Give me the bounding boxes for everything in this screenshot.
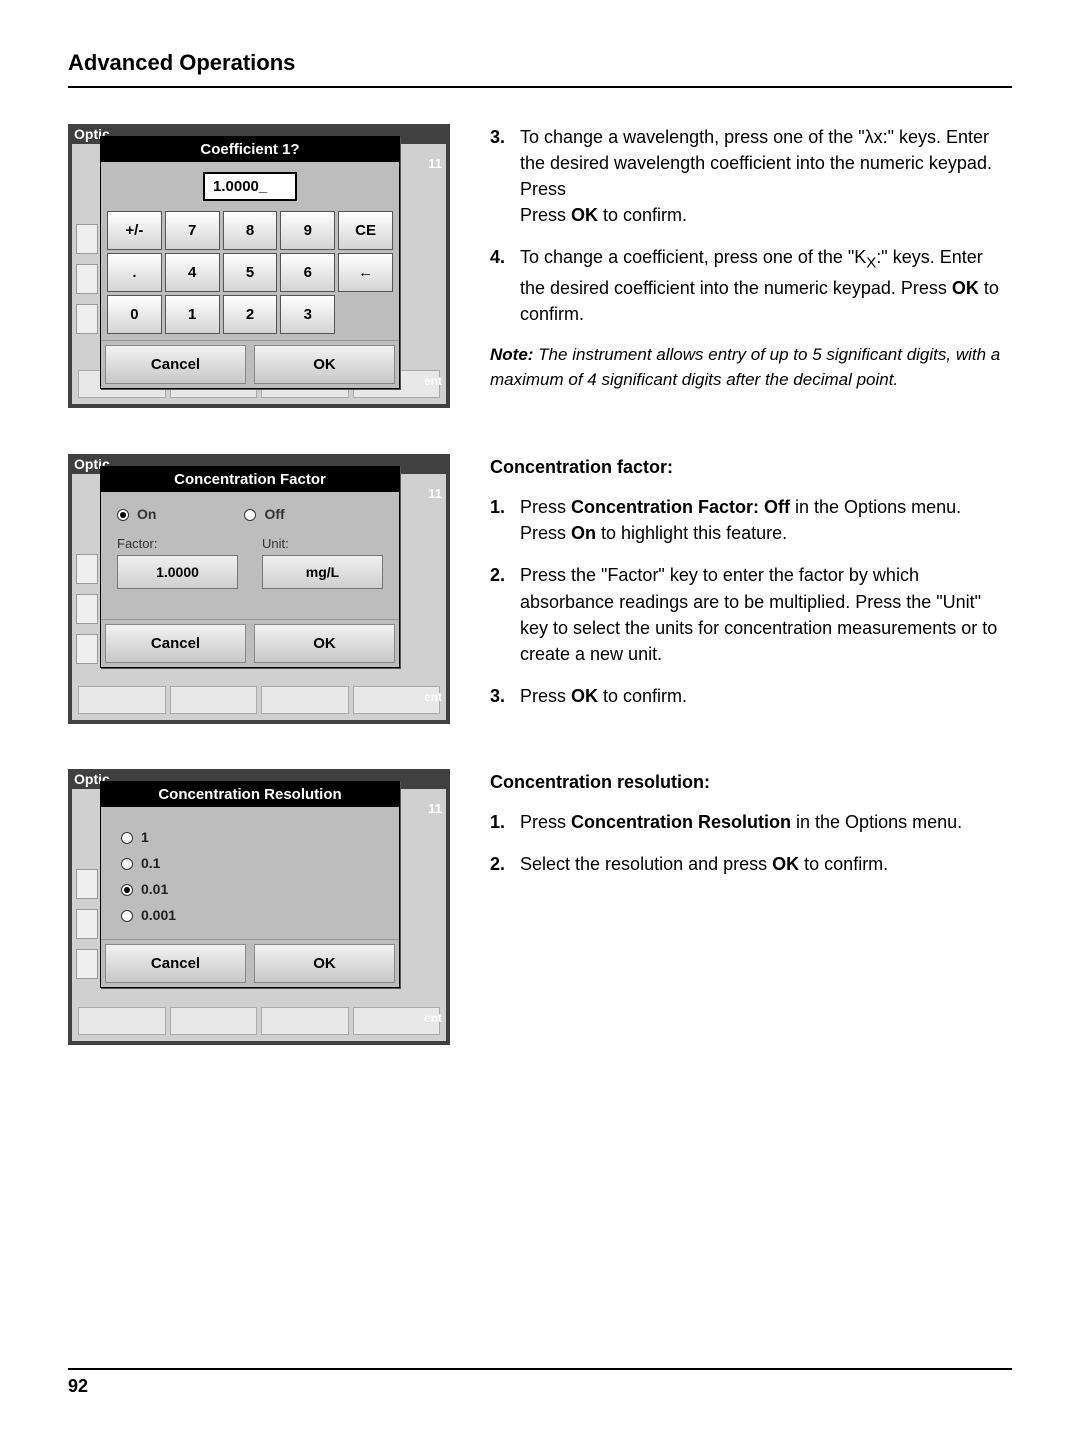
page-number: 92 [68,1376,88,1396]
list-text: Press Concentration Factor: Off in the O… [520,494,1012,546]
key-empty [338,295,393,334]
popup-title: Concentration Resolution [101,782,399,807]
side-label-1: 11 [428,156,442,171]
bg-label-ent: ent [424,374,442,388]
key-1[interactable]: 1 [165,295,220,334]
side-label-1: 11 [428,486,442,501]
bg-left-buttons [76,224,98,344]
bg-bottom-bar [76,684,442,716]
cf-radio-row: On Off [117,506,383,522]
note: Note: The instrument allows entry of up … [490,343,1012,392]
list-text: To change a coefficient, press one of th… [520,244,1012,327]
popup-bottom: Cancel OK [101,340,399,388]
key-0[interactable]: 0 [107,295,162,334]
page-title: Advanced Operations [68,50,295,75]
concentration-factor-popup: Concentration Factor On Off Factor: 1.00… [100,466,400,668]
bg-left-buttons [76,554,98,674]
unit-value[interactable]: mg/L [262,555,383,589]
device-shot-coefficient: Optic 11 ent Coefficient 1? 1.0000_ +/- … [68,124,450,408]
factor-label: Factor: [117,536,238,551]
key-4[interactable]: 4 [165,253,220,292]
resolution-list: 1 0.1 0.01 0.001 [101,807,399,939]
subheading: Concentration resolution: [490,769,1012,795]
popup-bottom: Cancel OK [101,939,399,987]
cf-unit-col: Unit: mg/L [262,536,383,589]
factor-value[interactable]: 1.0000 [117,555,238,589]
res-opt-001[interactable]: 0.01 [121,881,379,897]
cf-factor-col: Factor: 1.0000 [117,536,238,589]
subheading: Concentration factor: [490,454,1012,480]
key-back[interactable]: ← [338,253,393,292]
bg-label-ent: ent [424,1011,442,1025]
text-col-3: Concentration resolution: 1. Press Conce… [490,769,1012,893]
cancel-button[interactable]: Cancel [105,624,246,663]
key-3[interactable]: 3 [280,295,335,334]
cancel-button[interactable]: Cancel [105,345,246,384]
list-text: To change a wavelength, press one of the… [520,124,1012,228]
list-num: 3. [490,683,520,709]
section-concentration-factor: Optic 11 ent Concentration Factor On Off… [68,454,1012,725]
popup-bottom: Cancel OK [101,619,399,667]
res-opt-0001[interactable]: 0.001 [121,907,379,923]
key-9[interactable]: 9 [280,211,335,250]
page-header: Advanced Operations [68,50,1012,88]
popup-title: Coefficient 1? [101,137,399,162]
cancel-button[interactable]: Cancel [105,944,246,983]
keypad: +/- 7 8 9 CE . 4 5 6 ← 0 1 2 3 [101,207,399,340]
page-footer: 92 [68,1368,1012,1397]
list-num: 2. [490,562,520,666]
list-text: Select the resolution and press OK to co… [520,851,888,877]
cf-body: On Off Factor: 1.0000 Unit: mg/L [101,492,399,597]
list-num: 4. [490,244,520,327]
key-5[interactable]: 5 [223,253,278,292]
key-7[interactable]: 7 [165,211,220,250]
popup-title: Concentration Factor [101,467,399,492]
list-num: 3. [490,124,520,228]
list-text: Press OK to confirm. [520,683,687,709]
radio-on[interactable]: On [117,506,156,522]
key-plusminus[interactable]: +/- [107,211,162,250]
bg-left-buttons [76,869,98,989]
coeff-input[interactable]: 1.0000_ [203,172,297,201]
key-8[interactable]: 8 [223,211,278,250]
key-6[interactable]: 6 [280,253,335,292]
ok-button[interactable]: OK [254,944,395,983]
list-num: 1. [490,494,520,546]
device-shot-factor: Optic 11 ent Concentration Factor On Off… [68,454,450,724]
coefficient-popup: Coefficient 1? 1.0000_ +/- 7 8 9 CE . 4 … [100,136,400,389]
list-num: 1. [490,809,520,835]
key-ce[interactable]: CE [338,211,393,250]
bg-bottom-bar [76,1005,442,1037]
side-label-1: 11 [428,801,442,816]
coeff-input-row: 1.0000_ [101,162,399,207]
list-text: Press the "Factor" key to enter the fact… [520,562,1012,666]
resolution-popup: Concentration Resolution 1 0.1 0.01 0.00… [100,781,400,988]
key-2[interactable]: 2 [223,295,278,334]
unit-label: Unit: [262,536,383,551]
bg-label-ent: ent [424,690,442,704]
list-num: 2. [490,851,520,877]
res-opt-1[interactable]: 1 [121,829,379,845]
list-text: Press Concentration Resolution in the Op… [520,809,962,835]
section-coefficient: Optic 11 ent Coefficient 1? 1.0000_ +/- … [68,124,1012,410]
device-shot-resolution: Optic 11 ent Concentration Resolution 1 … [68,769,450,1045]
section-concentration-resolution: Optic 11 ent Concentration Resolution 1 … [68,769,1012,1045]
ok-button[interactable]: OK [254,624,395,663]
cf-cols: Factor: 1.0000 Unit: mg/L [117,536,383,589]
radio-off[interactable]: Off [244,506,284,522]
key-dot[interactable]: . [107,253,162,292]
res-opt-01[interactable]: 0.1 [121,855,379,871]
ok-button[interactable]: OK [254,345,395,384]
text-col-2: Concentration factor: 1. Press Concentra… [490,454,1012,725]
text-col-1: 3. To change a wavelength, press one of … [490,124,1012,410]
